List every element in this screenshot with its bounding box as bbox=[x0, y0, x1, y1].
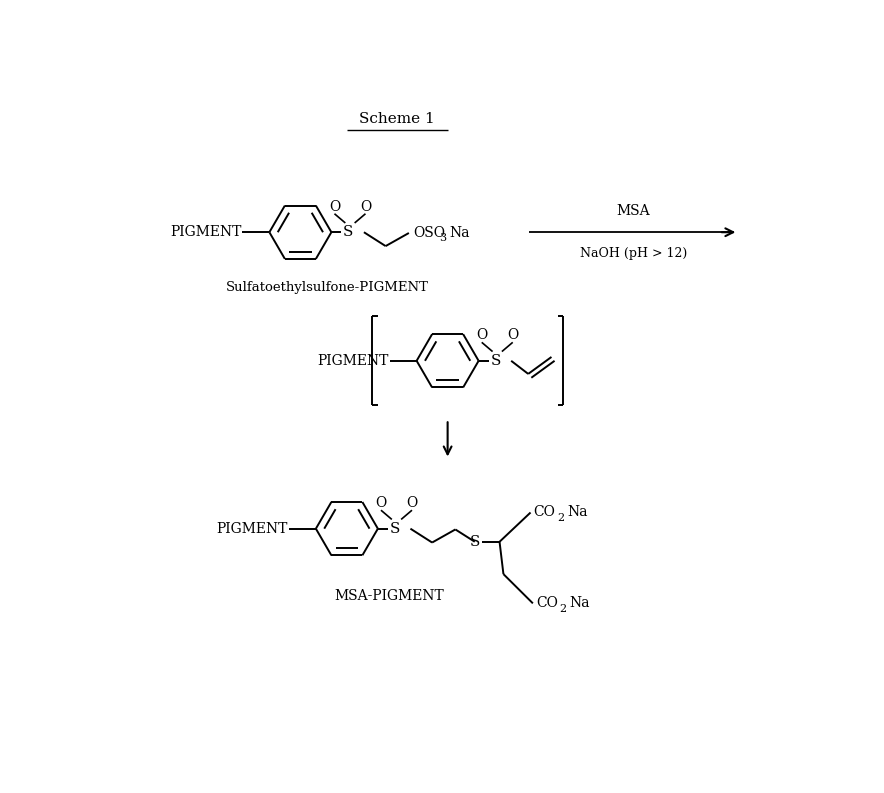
Text: O: O bbox=[476, 328, 487, 343]
Text: 2: 2 bbox=[557, 513, 564, 523]
Text: O: O bbox=[329, 200, 340, 214]
Text: PIGMENT: PIGMENT bbox=[317, 354, 389, 368]
Text: Sulfatoethylsulfone-PIGMENT: Sulfatoethylsulfone-PIGMENT bbox=[226, 282, 429, 294]
Text: Na: Na bbox=[567, 505, 588, 519]
Text: PIGMENT: PIGMENT bbox=[217, 522, 288, 535]
Text: S: S bbox=[491, 354, 500, 368]
Text: MSA-PIGMENT: MSA-PIGMENT bbox=[335, 589, 445, 603]
Text: MSA: MSA bbox=[617, 204, 651, 217]
Text: 2: 2 bbox=[560, 603, 567, 614]
Text: PIGMENT: PIGMENT bbox=[170, 225, 241, 239]
Text: O: O bbox=[407, 496, 417, 510]
Text: 3: 3 bbox=[439, 233, 446, 243]
Text: NaOH (pH > 12): NaOH (pH > 12) bbox=[580, 247, 687, 260]
Text: CO: CO bbox=[536, 596, 558, 611]
Text: S: S bbox=[469, 534, 480, 549]
Text: Scheme 1: Scheme 1 bbox=[360, 112, 435, 126]
Text: Na: Na bbox=[569, 596, 590, 611]
Text: OSO: OSO bbox=[414, 226, 446, 240]
Text: CO: CO bbox=[534, 505, 555, 519]
Text: O: O bbox=[376, 496, 386, 510]
Text: S: S bbox=[343, 225, 354, 239]
Text: O: O bbox=[507, 328, 518, 343]
Text: O: O bbox=[360, 200, 371, 214]
Text: Na: Na bbox=[449, 226, 469, 240]
Text: S: S bbox=[390, 522, 400, 535]
